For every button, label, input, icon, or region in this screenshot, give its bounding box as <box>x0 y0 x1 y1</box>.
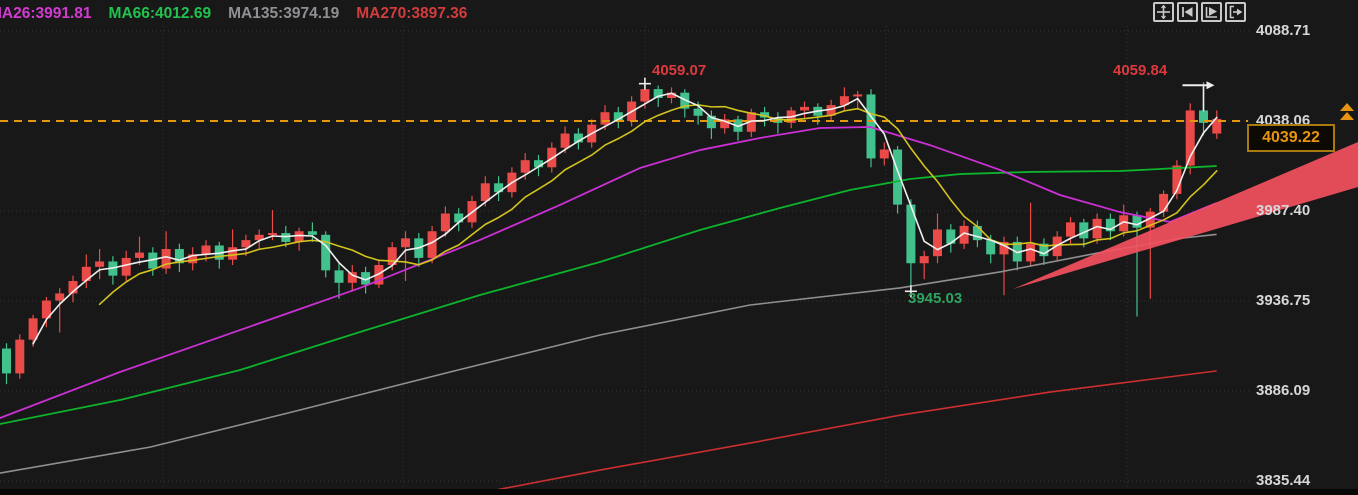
legend-ma26: MA26:3991.81 <box>0 5 92 22</box>
play-forward-icon[interactable] <box>1201 2 1222 22</box>
legend-ma135: MA135:3974.19 <box>228 5 340 22</box>
exit-icon[interactable] <box>1225 2 1246 22</box>
price-up-arrow-icon <box>1339 103 1355 122</box>
price-axis-label: 4088.71 <box>1256 22 1311 39</box>
price-axis-label: 3886.09 <box>1256 382 1311 399</box>
ma-legend: MA26:3991.81 MA66:4012.69 MA135:3974.19 … <box>0 5 467 23</box>
legend-ma270: MA270:3897.36 <box>356 5 468 22</box>
price-axis-label: 3835.44 <box>1256 472 1311 489</box>
annotation-high-2: 4059.84 <box>1113 62 1168 79</box>
current-price-badge: 4039.22 <box>1247 124 1335 152</box>
annotation-high-1: 4059.07 <box>652 62 707 79</box>
price-axis-label: 3936.75 <box>1256 291 1311 309</box>
crosshair-icon[interactable] <box>1153 2 1174 22</box>
annotation-low: 3945.03 <box>908 290 963 307</box>
legend-ma66: MA66:4012.69 <box>108 5 212 22</box>
price-axis-label: 3987.40 <box>1256 202 1311 219</box>
chart-toolbar <box>1153 2 1246 22</box>
bottom-divider <box>0 489 1358 495</box>
skip-back-icon[interactable] <box>1177 2 1198 22</box>
